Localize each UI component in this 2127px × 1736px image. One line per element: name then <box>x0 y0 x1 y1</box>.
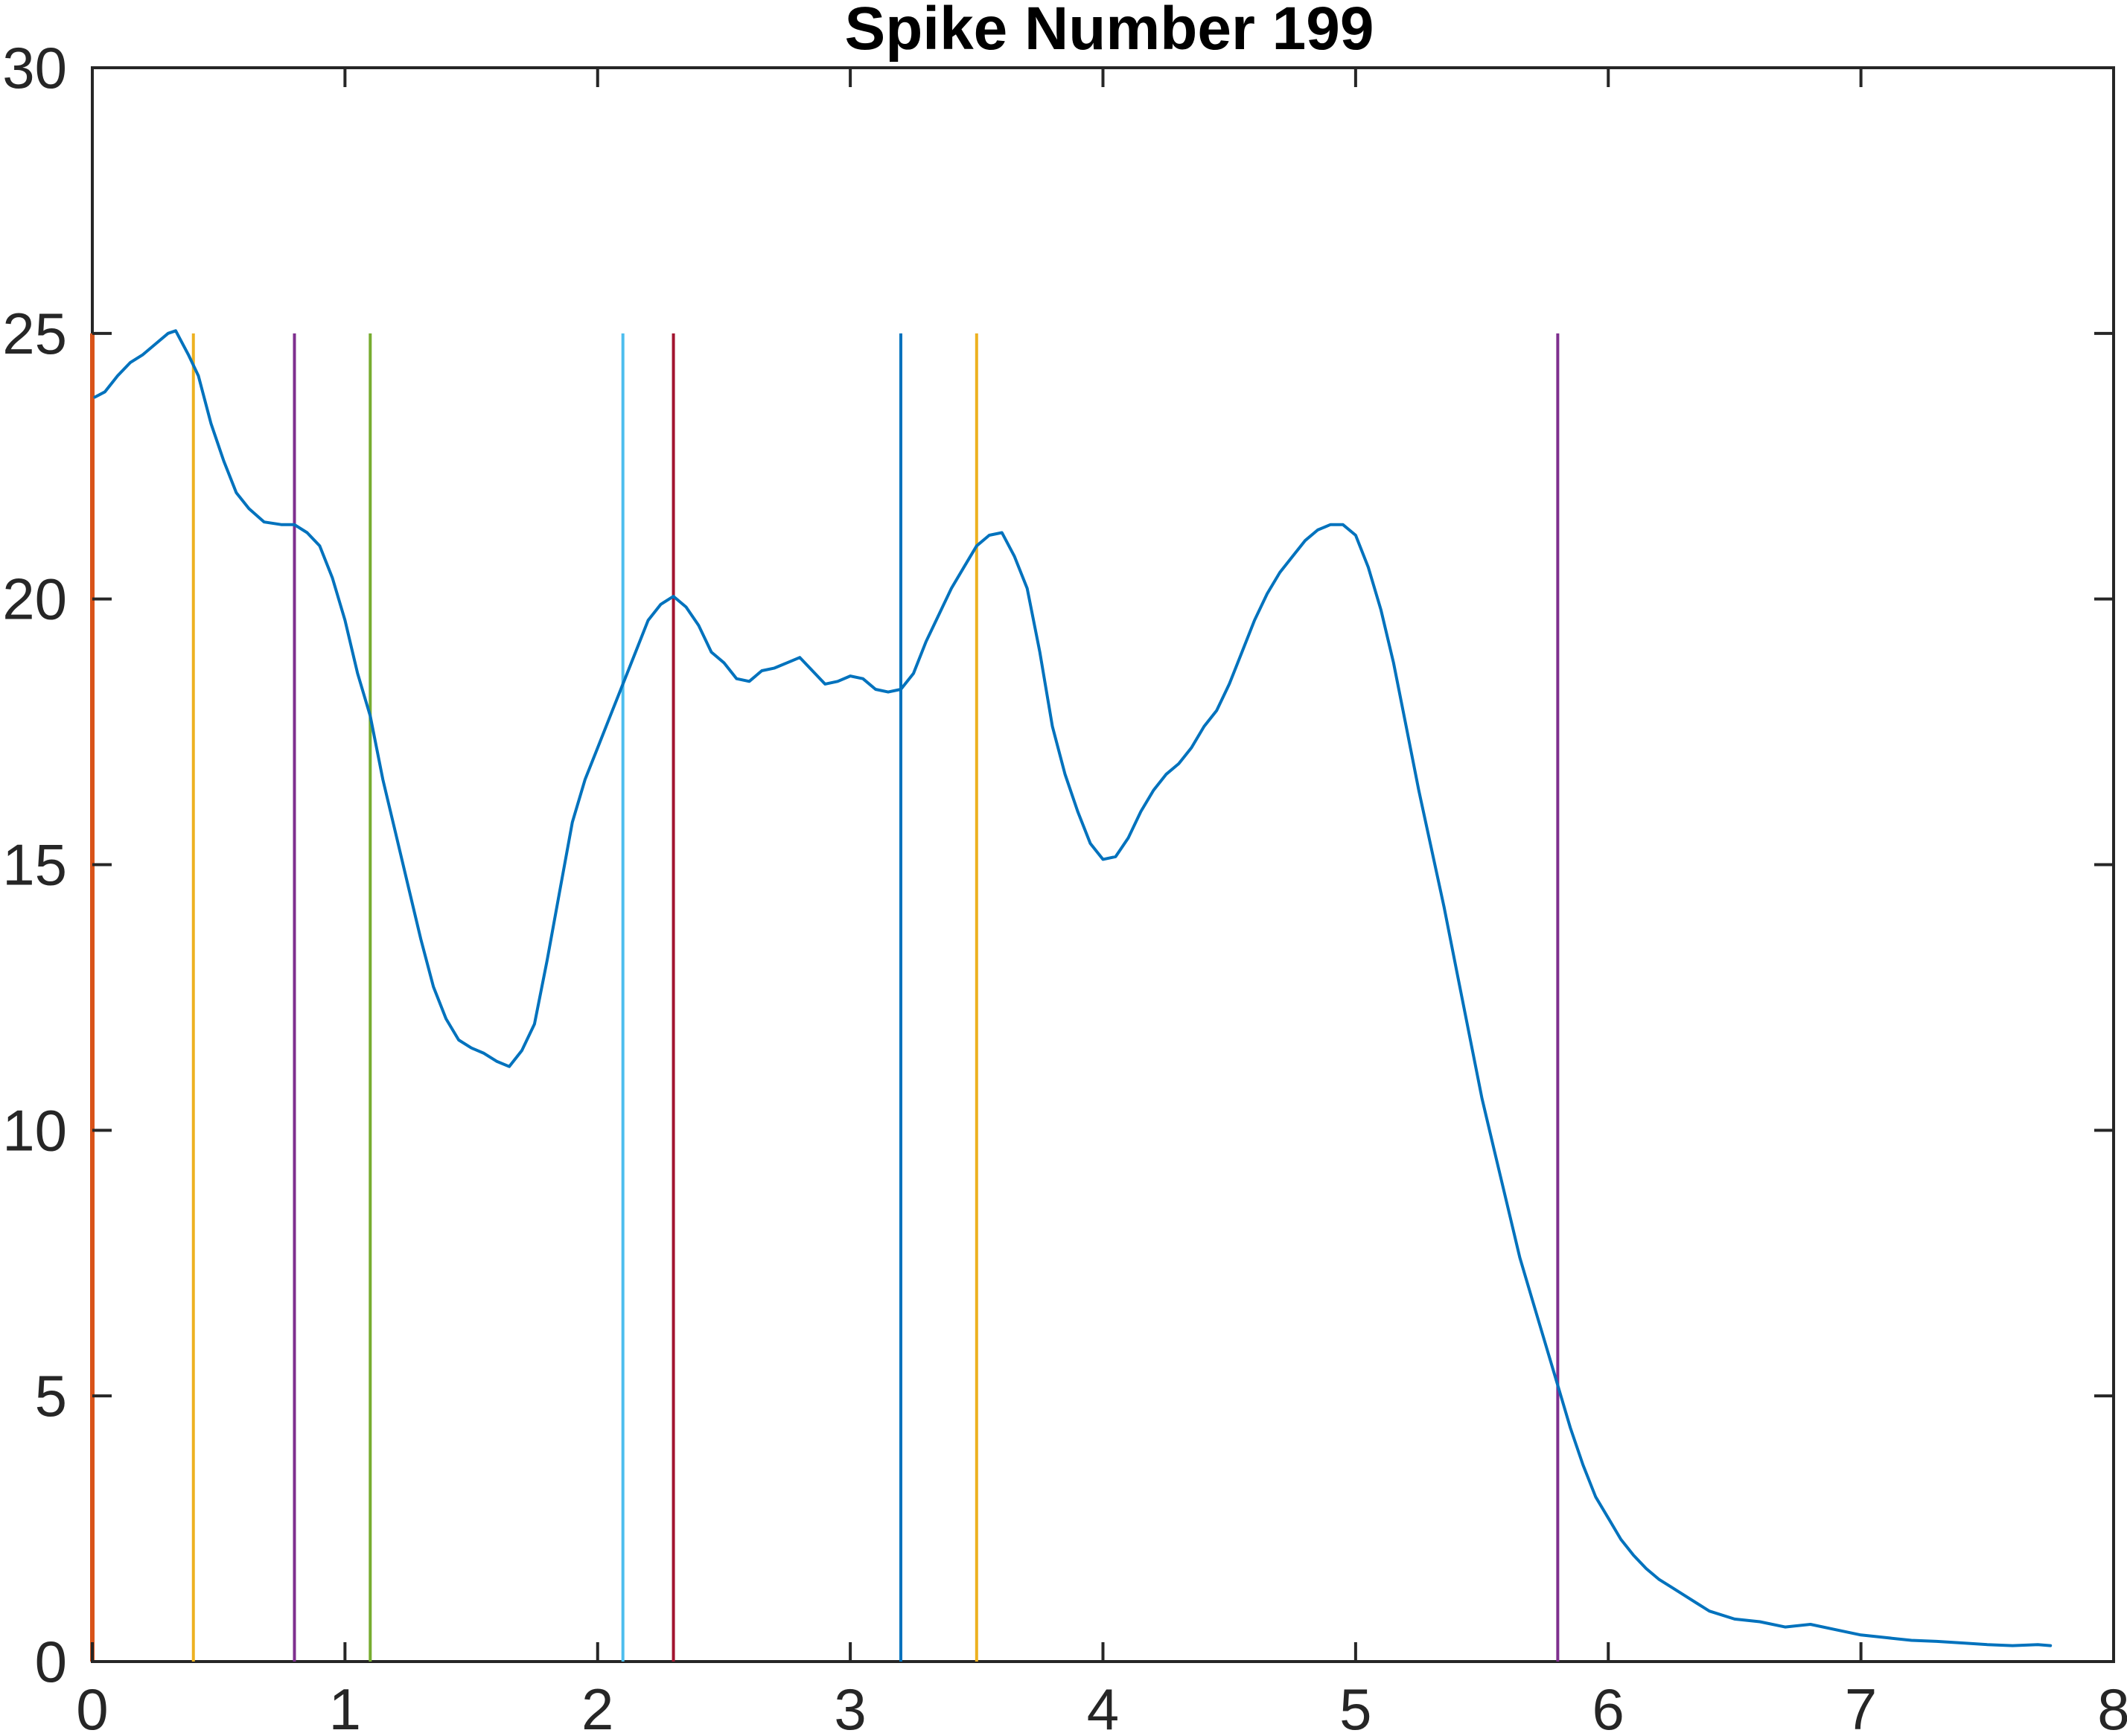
x-tick-label-0: 0 <box>76 1676 108 1736</box>
y-tick-label-3: 15 <box>2 832 67 898</box>
x-tick-label-5: 5 <box>1339 1676 1371 1736</box>
y-axis-tick-labels: 0 5 10 15 20 25 30 <box>2 35 67 1694</box>
x-tick-label-7: 7 <box>1845 1676 1877 1736</box>
x-tick-label-1: 1 <box>329 1676 361 1736</box>
event-markers <box>90 333 1560 1662</box>
axis-ticks <box>91 66 2115 1663</box>
y-tick-label-4: 20 <box>2 567 67 632</box>
x-tick-label-6: 6 <box>1592 1676 1624 1736</box>
x-tick-label-3: 3 <box>834 1676 866 1736</box>
y-tick-label-1: 5 <box>35 1363 67 1429</box>
x-tick-label-4: 4 <box>1087 1676 1119 1736</box>
y-tick-label-2: 10 <box>2 1097 67 1163</box>
x-tick-label-8: 8 <box>2097 1676 2127 1736</box>
y-tick-label-6: 30 <box>2 35 67 100</box>
series-line-1 <box>93 329 2053 1647</box>
plot-area-frame <box>91 66 2115 1663</box>
data-series <box>93 329 2053 1647</box>
x-tick-label-2: 2 <box>581 1676 613 1736</box>
y-tick-label-5: 25 <box>2 301 67 366</box>
chart-title: Spike Number 199 <box>845 0 1374 63</box>
y-tick-label-0: 0 <box>35 1629 67 1694</box>
x-axis-tick-labels: 0 1 2 3 4 5 6 7 8 <box>76 1676 2127 1736</box>
